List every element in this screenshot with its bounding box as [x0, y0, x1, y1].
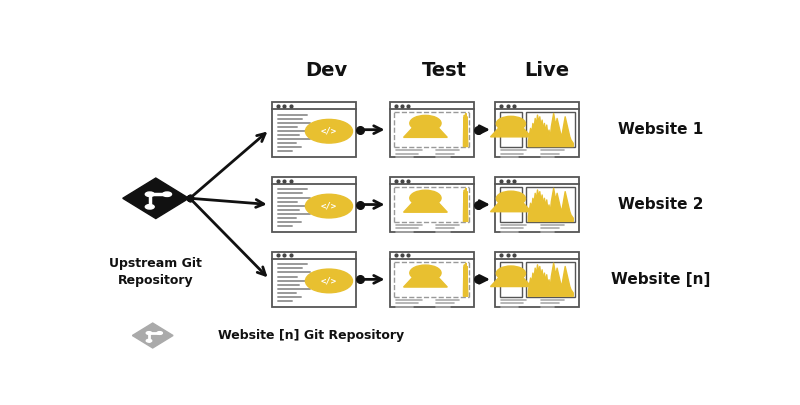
Circle shape	[162, 192, 171, 196]
Text: </>: </>	[321, 202, 337, 211]
Text: </>: </>	[321, 277, 337, 286]
Bar	[390, 177, 474, 232]
Text: Live: Live	[524, 61, 569, 80]
Bar	[526, 187, 574, 222]
Circle shape	[410, 115, 441, 131]
Circle shape	[496, 191, 526, 206]
Circle shape	[496, 116, 526, 131]
Bar	[495, 252, 579, 307]
Polygon shape	[403, 203, 447, 212]
Polygon shape	[490, 203, 531, 212]
Polygon shape	[122, 178, 189, 219]
Bar	[495, 102, 579, 157]
Circle shape	[496, 266, 526, 281]
Bar	[390, 252, 474, 307]
Circle shape	[410, 265, 441, 281]
Polygon shape	[132, 323, 173, 348]
Polygon shape	[490, 128, 531, 137]
Circle shape	[146, 192, 154, 196]
Circle shape	[306, 269, 353, 293]
Bar	[526, 262, 574, 297]
Bar	[499, 187, 522, 222]
Bar	[499, 112, 522, 147]
Text: Upstream Git
Repository: Upstream Git Repository	[110, 257, 202, 287]
Bar	[272, 177, 356, 232]
Circle shape	[146, 332, 152, 335]
Circle shape	[306, 194, 353, 218]
Polygon shape	[490, 278, 531, 287]
Text: Website [n]: Website [n]	[611, 272, 710, 287]
Bar	[495, 177, 579, 232]
Circle shape	[157, 332, 162, 335]
Circle shape	[410, 190, 441, 206]
Circle shape	[146, 205, 154, 209]
Text: Website [n] Git Repository: Website [n] Git Repository	[218, 329, 404, 342]
Bar	[499, 262, 522, 297]
Bar	[390, 102, 474, 157]
Bar	[272, 102, 356, 157]
Polygon shape	[403, 128, 447, 137]
Bar	[272, 252, 356, 307]
Text: Dev: Dev	[305, 61, 347, 80]
Polygon shape	[403, 278, 447, 287]
Circle shape	[306, 119, 353, 143]
Text: Website 2: Website 2	[618, 197, 704, 212]
Circle shape	[146, 339, 152, 342]
Bar	[526, 112, 574, 147]
Text: </>: </>	[321, 127, 337, 136]
Text: Website 1: Website 1	[618, 122, 704, 137]
Text: Test: Test	[422, 61, 466, 80]
